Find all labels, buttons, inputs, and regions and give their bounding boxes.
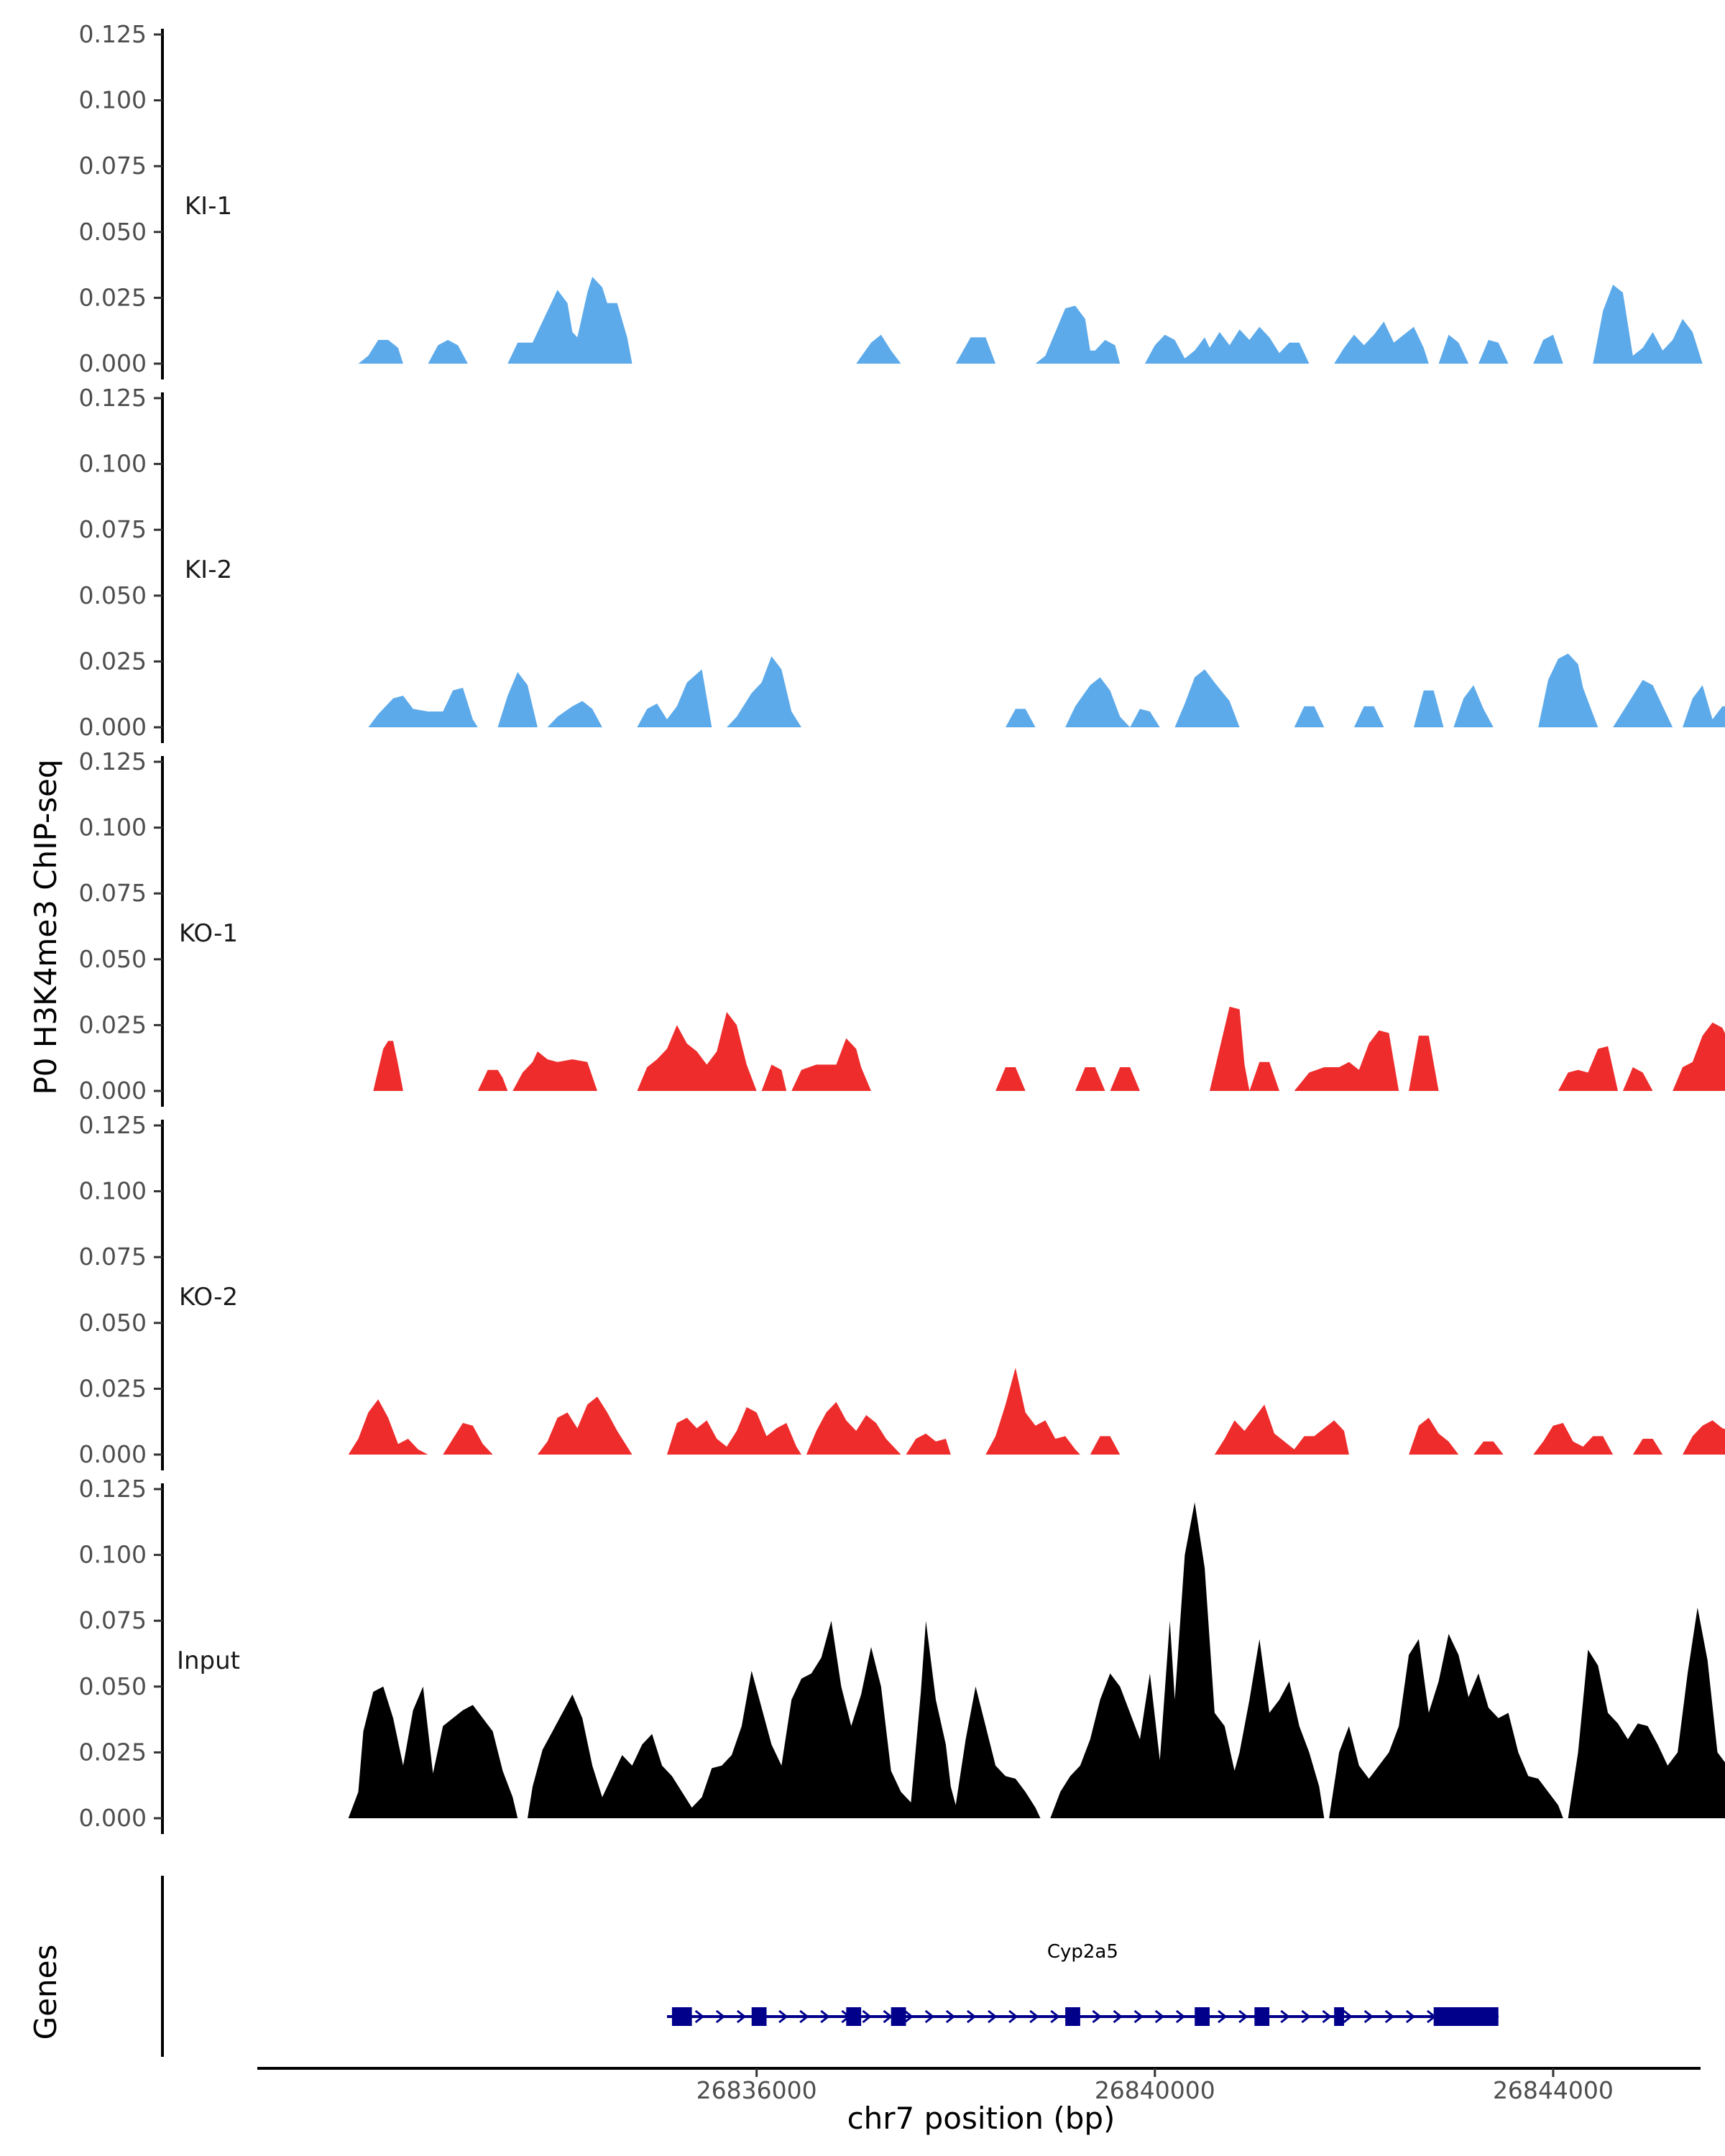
strand-arrow [966,2009,977,2024]
strand-arrow [1301,2009,1311,2024]
y-tick-label: 0.075 [79,879,147,907]
y-tick-label: 0.050 [79,1309,147,1337]
coverage-area [348,1502,1725,1818]
strand-arrow [862,2009,872,2024]
y-tick-label: 0.000 [79,713,147,741]
strand-arrow [903,2009,914,2024]
genes-track-title: Genes [28,1945,63,2040]
strand-arrow [694,2009,705,2024]
y-tick-label: 0.100 [79,1541,147,1569]
strand-arrow [736,2009,747,2024]
strand-arrow [1218,2009,1228,2024]
coverage-area [368,653,1725,727]
y-tick-label: 0.000 [79,1440,147,1468]
y-tick-label: 0.000 [79,1077,147,1105]
gene-exon [891,2007,906,2026]
tracks-layer: 0.0000.0250.0500.0750.1000.125KI-10.0000… [79,20,1725,1834]
track-ki-2: 0.000 0.025 0.050 0.075 0.100 0.125 KI-2 [79,384,1725,743]
y-tick-label: 0.050 [79,581,147,609]
y-tick-label: 0.125 [79,1111,147,1139]
y-tick-label: 0.075 [79,515,147,543]
y-tick-label: 0.125 [79,747,147,775]
track-label: KO-2 [179,1283,238,1312]
genes-track: Cyp2a5 [161,1876,1499,2057]
track-label: KI-2 [185,556,232,584]
x-tick-label: 26844000 [1493,2076,1614,2104]
strand-arrow [1405,2009,1416,2024]
y-tick-label: 0.100 [79,1177,147,1205]
strand-arrow [778,2009,788,2024]
y-tick-label: 0.000 [79,349,147,377]
strand-arrow [1113,2009,1123,2024]
track-label: KO-1 [179,919,238,948]
strand-arrow [945,2009,956,2024]
strand-arrow [1092,2009,1102,2024]
y-tick-label: 0.025 [79,1374,147,1402]
strand-arrow [924,2009,935,2024]
strand-arrow [988,2009,998,2024]
y-axis-title: P0 H3K4me3 ChIP-seq [28,759,63,1095]
x-axis-title: chr7 position (bp) [847,2101,1116,2136]
track-ki-1: 0.000 0.025 0.050 0.075 0.100 0.125 KI-1 [79,20,1725,379]
y-tick-label: 0.050 [79,218,147,246]
y-tick-label: 0.025 [79,1010,147,1038]
strand-arrow [1238,2009,1248,2024]
strand-arrow [1133,2009,1144,2024]
y-tick-label: 0.100 [79,86,147,114]
strand-arrow [1322,2009,1332,2024]
track-label: KI-1 [185,192,232,221]
strand-arrow [1154,2009,1165,2024]
coverage-area [373,1006,1725,1091]
y-tick-label: 0.100 [79,814,147,842]
strand-arrow [1008,2009,1018,2024]
coverage-area [348,1368,1725,1455]
strand-arrow [1050,2009,1060,2024]
strand-arrow [1280,2009,1290,2024]
y-tick-label: 0.050 [79,945,147,973]
y-tick-label: 0.025 [79,647,147,675]
track-ko-1: 0.000 0.025 0.050 0.075 0.100 0.125 KO-1 [79,747,1725,1107]
y-tick-label: 0.075 [79,1243,147,1271]
y-tick-label: 0.125 [79,1475,147,1503]
strand-arrow [1029,2009,1039,2024]
strand-arrow [1343,2009,1353,2024]
gene-exon [1433,2007,1499,2026]
y-tick-label: 0.000 [79,1804,147,1832]
y-tick-label: 0.075 [79,1606,147,1634]
track-ko-2: 0.000 0.025 0.050 0.075 0.100 0.125 KO-2 [79,1111,1725,1470]
gene-exon [1334,2007,1345,2026]
gene-exon [846,2007,862,2026]
coverage-area [358,277,1725,364]
y-tick-label: 0.075 [79,152,147,180]
x-tick-label: 26836000 [696,2076,817,2104]
y-tick-label: 0.125 [79,384,147,412]
strand-arrow [1175,2009,1186,2024]
strand-arrow [715,2009,726,2024]
gene-name: Cyp2a5 [1047,1941,1118,1963]
gene-exon [751,2007,767,2026]
strand-arrow [820,2009,830,2024]
gene-exon [1065,2007,1080,2026]
strand-arrow [883,2009,893,2024]
y-tick-label: 0.025 [79,1738,147,1766]
track-label: Input [177,1646,240,1675]
y-tick-label: 0.025 [79,283,147,311]
track-input: 0.000 0.025 0.050 0.075 0.100 0.125 Input [79,1475,1725,1834]
x-tick-label: 26840000 [1095,2076,1215,2104]
strand-arrow [1384,2009,1395,2024]
strand-arrow [1363,2009,1374,2024]
y-tick-label: 0.050 [79,1672,147,1700]
gene-exon [1254,2007,1270,2026]
strand-arrow [799,2009,809,2024]
x-axis: 26836000 26840000 26844000 [257,2067,1701,2104]
gene-exon [671,2007,692,2026]
y-tick-label: 0.125 [79,20,147,48]
gene-exon [1195,2007,1210,2026]
y-tick-label: 0.100 [79,450,147,478]
